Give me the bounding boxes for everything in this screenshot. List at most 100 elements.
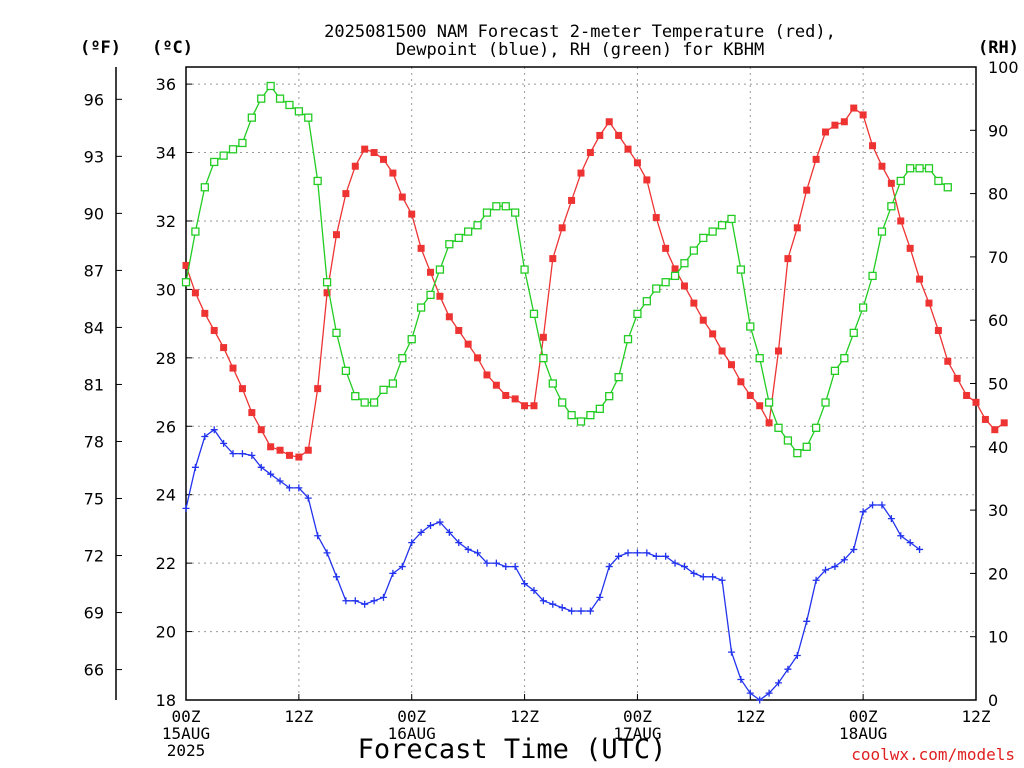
rh-point: [332, 328, 341, 338]
celsius-ticks: 18 20 22 24 26 28 30 32 34 36: [156, 75, 192, 710]
temperature-point: [436, 292, 444, 300]
dewpoint-point: [314, 532, 322, 540]
rh-tick-label: 40: [988, 438, 1008, 457]
temperature-point: [492, 381, 500, 389]
fahrenheit-tick-label: 75: [84, 490, 104, 509]
dewpoint-point: [652, 552, 660, 560]
temperature-point: [248, 409, 256, 417]
temperature-point: [276, 446, 284, 454]
temperature-point: [793, 224, 801, 232]
rh-point: [191, 227, 200, 236]
temperature-point: [398, 193, 406, 201]
rh-point: [492, 202, 501, 211]
rh-point: [539, 354, 548, 363]
rh-tick-label: 0: [988, 691, 998, 710]
rh-point: [746, 322, 755, 331]
dewpoint-point: [831, 563, 839, 571]
rh-point: [247, 113, 256, 122]
temperature-point: [643, 176, 651, 184]
rh-point: [868, 271, 877, 281]
dewpoint-point: [380, 593, 387, 601]
temperature-point: [633, 159, 641, 167]
rh-point: [811, 423, 821, 432]
temperature-point: [812, 155, 820, 163]
temperature-point: [201, 309, 209, 317]
dewpoint-line: [185, 428, 920, 701]
rh-point: [727, 214, 736, 224]
dewpoint-series: [182, 426, 924, 704]
dewpoint-point: [295, 484, 303, 492]
dewpoint-point: [727, 648, 735, 656]
temperature-point: [737, 378, 745, 386]
temperature-point: [765, 419, 773, 427]
dewpoint-point: [238, 450, 246, 458]
temperature-point: [191, 289, 199, 297]
dewpoint-point: [897, 532, 905, 540]
rh-point: [501, 202, 510, 211]
fahrenheit-tick-label: 84: [84, 318, 104, 337]
fahrenheit-tick-label: 96: [84, 90, 104, 109]
dewpoint-point: [361, 600, 369, 608]
temperature-point: [624, 145, 632, 153]
dewpoint-point: [285, 484, 293, 492]
rh-point: [830, 366, 840, 375]
temperature-point: [464, 340, 472, 348]
rh-point: [661, 278, 670, 287]
rh-point: [520, 265, 529, 274]
dewpoint-point: [793, 652, 801, 660]
dewpoint-point: [624, 549, 632, 557]
temperature-point: [539, 333, 547, 341]
dewpoint-point: [850, 545, 858, 553]
dewpoint-point: [389, 569, 397, 577]
dewpoint-point: [596, 593, 604, 601]
temperature-point: [586, 149, 594, 157]
rh-point: [623, 335, 633, 344]
rh-point: [482, 208, 492, 217]
dewpoint-point: [869, 501, 877, 509]
temperature-point: [727, 361, 735, 369]
series-layer: [181, 81, 1008, 704]
rh-point: [463, 227, 473, 236]
rh-ticks: 0 10 20 30 40 50 60 70 80 90 100: [970, 58, 1019, 710]
dewpoint-point: [568, 607, 576, 615]
dewpoint-point: [182, 504, 190, 512]
dewpoint-point: [699, 573, 707, 581]
temperature-point: [803, 186, 811, 194]
rh-point: [266, 81, 275, 91]
rh-point: [454, 233, 463, 243]
dewpoint-point: [822, 566, 830, 574]
rh-tick-label: 100: [988, 58, 1019, 77]
rh-point: [586, 410, 595, 420]
rh-point: [642, 297, 651, 306]
rh-point: [435, 265, 445, 274]
dewpoint-point: [775, 679, 782, 687]
temperature-point: [511, 395, 519, 403]
rh-point: [605, 392, 614, 401]
gridlines: [186, 67, 976, 700]
temperature-point: [652, 214, 660, 222]
celsius-axis-label: (ºC): [152, 38, 193, 58]
rh-point: [294, 107, 304, 116]
dewpoint-point: [332, 573, 340, 581]
rh-point: [783, 436, 793, 445]
rh-tick-label: 90: [988, 121, 1008, 140]
rh-point: [915, 164, 924, 173]
dewpoint-point: [445, 528, 453, 536]
temperature-point: [746, 391, 754, 399]
dewpoint-point: [784, 665, 792, 673]
temperature-point: [304, 446, 312, 454]
temperature-point: [285, 451, 293, 459]
temperature-point: [699, 316, 707, 324]
dewpoint-point: [718, 576, 726, 584]
temperature-point: [906, 244, 914, 252]
fahrenheit-tick-label: 72: [84, 547, 104, 566]
time-tick-label: 12Z: [962, 707, 991, 726]
temperature-point: [680, 282, 688, 290]
celsius-tick-label: 32: [156, 212, 176, 231]
rh-point: [369, 398, 379, 407]
dewpoint-point: [191, 463, 199, 471]
rh-point: [398, 354, 407, 363]
rh-point: [924, 164, 934, 173]
rh-point: [717, 221, 727, 230]
